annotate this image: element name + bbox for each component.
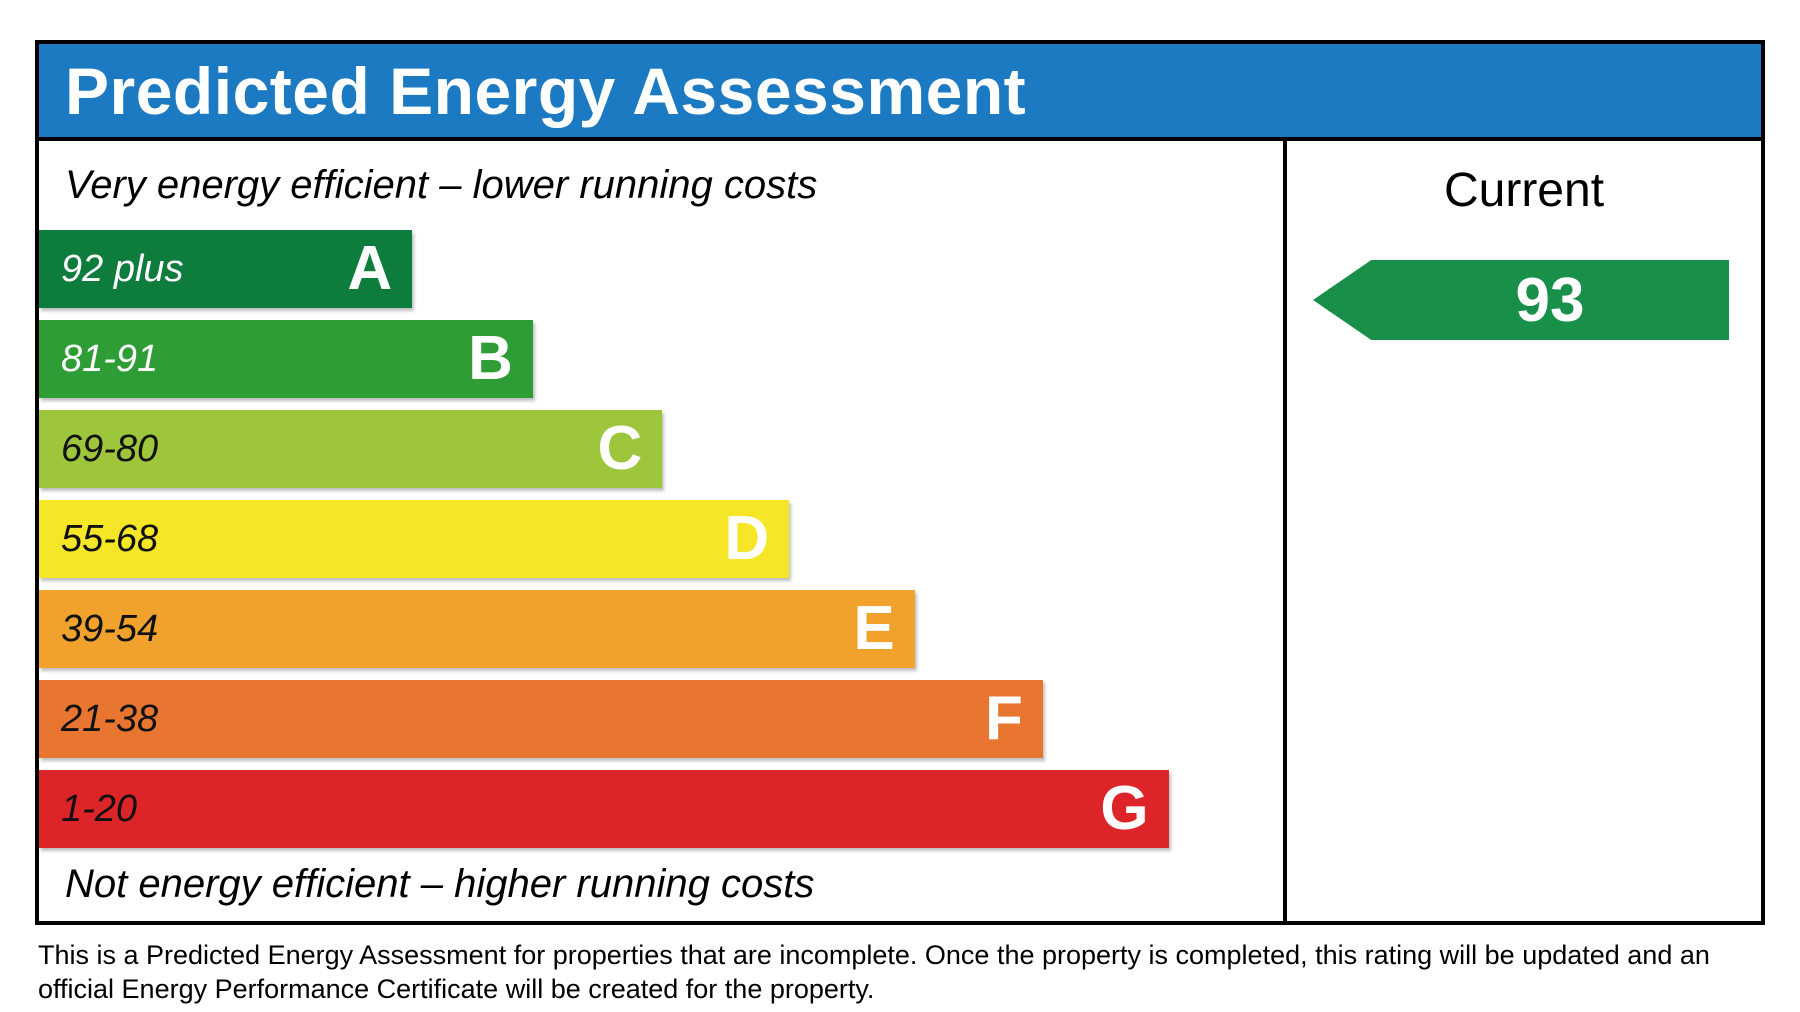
- band-letter-b: B: [468, 324, 513, 393]
- rating-scale-column: Very energy efficient – lower running co…: [39, 141, 1283, 921]
- epc-body: Very energy efficient – lower running co…: [39, 141, 1761, 921]
- epc-certificate-box: Predicted Energy Assessment Very energy …: [35, 40, 1765, 925]
- band-range-label-d: 55-68: [61, 517, 159, 560]
- band-row-a: 92 plus A: [39, 230, 1283, 308]
- band-bar-g: 1-20 G: [39, 770, 1169, 848]
- band-letter-a: A: [347, 234, 393, 303]
- band-bar-e: 39-54 E: [39, 590, 915, 668]
- band-range-label-g: 1-20: [61, 787, 138, 830]
- band-row-c: 69-80 C: [39, 410, 1283, 488]
- footer-line-2: official Energy Performance Certificate …: [38, 974, 875, 1004]
- band-range-label-a: 92 plus: [61, 247, 184, 290]
- band-range-label-e: 39-54: [61, 607, 159, 650]
- band-letter-g: G: [1100, 774, 1149, 843]
- caption-not-efficient: Not energy efficient – higher running co…: [65, 862, 815, 906]
- band-range-label-b: 81-91: [61, 337, 159, 380]
- band-row-g: 1-20 G: [39, 770, 1283, 848]
- bands: 92 plus A 81-91 B 69-80 C 55-68 D 39-54 E 21-38 F 1-…: [39, 230, 1283, 860]
- epc-header-bar: Predicted Energy Assessment: [39, 44, 1761, 141]
- footer-note: This is a Predicted Energy Assessment fo…: [38, 938, 1710, 1006]
- band-row-f: 21-38 F: [39, 680, 1283, 758]
- current-header: Current: [1443, 164, 1605, 217]
- current-rating-arrow: 93: [1313, 260, 1729, 340]
- current-rating-value: 93: [1515, 265, 1585, 335]
- band-bar-f: 21-38 F: [39, 680, 1043, 758]
- band-bar-d: 55-68 D: [39, 500, 790, 578]
- band-letter-d: D: [724, 504, 770, 573]
- band-bar-b: 81-91 B: [39, 320, 533, 398]
- caption-very-efficient: Very energy efficient – lower running co…: [65, 163, 818, 207]
- band-row-e: 39-54 E: [39, 590, 1283, 668]
- band-letter-e: E: [853, 594, 895, 663]
- band-row-d: 55-68 D: [39, 500, 1283, 578]
- band-range-label-c: 69-80: [61, 427, 159, 470]
- band-row-b: 81-91 B: [39, 320, 1283, 398]
- band-bar-a: 92 plus A: [39, 230, 413, 308]
- band-letter-c: C: [597, 414, 643, 483]
- band-letter-f: F: [985, 684, 1023, 753]
- page-title: Predicted Energy Assessment: [65, 53, 1027, 128]
- band-bar-c: 69-80 C: [39, 410, 663, 488]
- footer-line-1: This is a Predicted Energy Assessment fo…: [38, 940, 1710, 970]
- band-range-label-f: 21-38: [61, 697, 159, 740]
- current-column: Current 93: [1283, 141, 1761, 921]
